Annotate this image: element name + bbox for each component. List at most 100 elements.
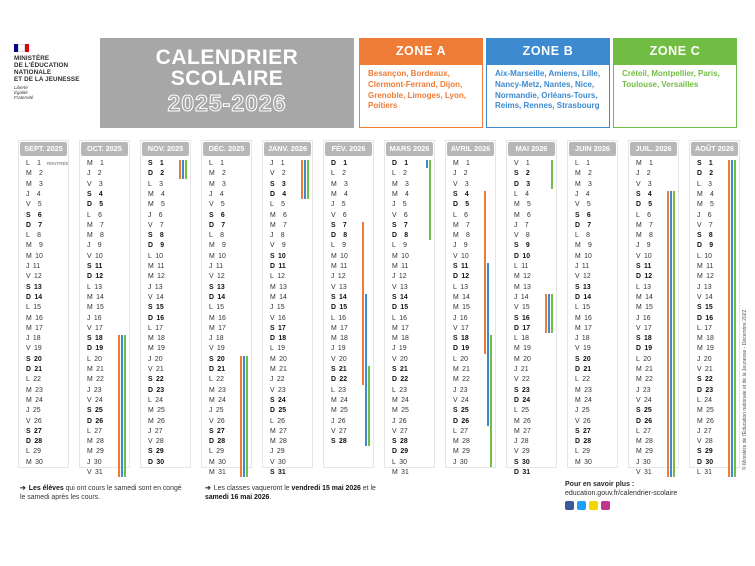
calendar-day: L 6	[453, 211, 468, 219]
calendar-day: D 21	[26, 366, 43, 373]
holiday-bar	[362, 221, 365, 385]
month-column: MAI 2026 V 1 S 2 D 3 L 4 M 5 M 6 J 7 V 8 S 9 D 10 L…	[506, 140, 557, 476]
calendar-day: M 30	[575, 458, 592, 466]
month-header: AVRIL 2026	[447, 142, 494, 156]
calendar-day: J 5	[331, 201, 346, 209]
calendar-day: M 8	[453, 232, 470, 240]
zone-c-cities: Créteil, Montpellier, Paris, Toulouse, V…	[613, 64, 737, 128]
calendar-day: V 26	[209, 417, 225, 425]
calendar-day: M 25	[148, 407, 165, 415]
calendar-day: S 18	[636, 335, 652, 343]
calendar-day: S 2	[514, 170, 530, 178]
calendar-day: D 25	[270, 407, 287, 415]
calendar-day: M 9	[575, 242, 592, 250]
holiday-bar	[670, 190, 673, 478]
calendar-day: L 31	[697, 469, 712, 476]
month-column: JUIN 2026 L 1 M 2 M 3 J 4 V 5 S 6 D 7 L 8 M 9 M 10…	[567, 140, 618, 468]
calendar-day: V 13	[392, 283, 408, 291]
calendar-day: D 18	[270, 335, 287, 343]
snapchat-icon[interactable]	[589, 501, 598, 510]
instagram-icon[interactable]	[601, 501, 610, 510]
calendar-day: D 22	[392, 376, 409, 384]
calendar-day: V 6	[392, 211, 408, 219]
calendar-day: S 8	[148, 232, 164, 240]
calendar-day: D 5	[636, 201, 653, 209]
calendar-day: L 13	[87, 283, 102, 291]
calendar-day: D 28	[209, 438, 226, 446]
calendar-day: J 12	[331, 273, 346, 281]
calendar-day: L 15	[209, 304, 224, 312]
calendar-day: D 28	[575, 438, 592, 446]
calendar-day: D 15	[331, 304, 348, 312]
calendar-day: S 11	[87, 263, 103, 270]
calendar-day: S 28	[392, 438, 408, 446]
calendar-day: V 3	[87, 180, 103, 188]
calendar-day: M 19	[148, 345, 165, 353]
calendar-day: V 19	[26, 345, 42, 353]
facebook-icon[interactable]	[565, 501, 574, 510]
calendar-day: D 1	[392, 160, 409, 167]
calendar-day: M 16	[26, 314, 43, 322]
calendar-day: D 7	[209, 221, 226, 229]
calendar-day: M 5	[148, 201, 165, 209]
calendar-day: J 11	[209, 263, 224, 270]
calendar-day: S 18	[87, 335, 103, 343]
calendar-day: S 13	[26, 283, 42, 291]
calendar-day: J 16	[87, 314, 102, 322]
calendar-day: V 9	[270, 242, 286, 250]
calendar-day: D 16	[697, 314, 714, 322]
calendar-day: S 7	[392, 221, 408, 229]
calendar-day: J 26	[331, 417, 346, 425]
calendar-day: M 28	[453, 438, 470, 446]
calendar-day: L 22	[209, 376, 224, 384]
calendar-day: J 30	[636, 458, 651, 466]
calendar-day: M 18	[697, 335, 714, 343]
calendar-day: S 17	[270, 324, 286, 332]
calendar-day: D 1	[331, 160, 348, 167]
calendar-day: V 20	[331, 355, 347, 363]
calendar-day: S 24	[270, 396, 286, 404]
month-header: DÉC. 2025	[203, 142, 250, 156]
calendar-day: V 10	[87, 252, 103, 260]
calendar-day: M 26	[148, 417, 165, 425]
calendar-day: V 1	[514, 160, 530, 167]
calendar-day: L 1 RENTRÉE	[26, 160, 69, 167]
calendar-day: M 12	[697, 273, 714, 281]
calendar-day: M 7	[87, 221, 104, 229]
ministry-motto: Liberté Égalité Fraternité	[14, 85, 34, 100]
calendar-day: S 4	[636, 190, 652, 198]
calendar-day: M 10	[26, 252, 43, 260]
calendar-day: M 11	[697, 263, 714, 270]
calendar-day: D 29	[392, 448, 409, 456]
zone-a-title: ZONE A	[359, 38, 483, 64]
calendar-day: S 8	[697, 232, 713, 240]
calendar-day: L 23	[392, 386, 407, 394]
calendar-day: M 18	[148, 335, 165, 343]
holiday-bar	[667, 190, 670, 478]
calendar-day: V 14	[697, 293, 713, 301]
month-column: AVRIL 2026 M 1 J 2 V 3 S 4 D 5 L 6 M 7 M 8 J 9 V 1…	[445, 140, 496, 468]
zone-c-panel: ZONE C Créteil, Montpellier, Paris, Toul…	[613, 38, 737, 128]
more-info-link[interactable]: education.gouv.fr/calendrier-scolaire	[565, 490, 678, 497]
holiday-bar	[731, 160, 734, 478]
calendar-day: J 18	[575, 335, 590, 343]
calendar-day: J 6	[148, 211, 163, 219]
calendar-day: L 23	[331, 386, 346, 394]
twitter-icon[interactable]	[577, 501, 586, 510]
calendar-day: L 29	[209, 448, 224, 456]
calendar-day: L 25	[514, 407, 529, 415]
calendar-day: J 25	[26, 407, 41, 415]
calendar-day: L 22	[575, 376, 590, 384]
calendar-day: S 14	[392, 293, 408, 301]
calendar-day: S 25	[636, 407, 652, 415]
calendar-day: S 31	[270, 469, 286, 476]
calendar-day: M 22	[87, 376, 104, 384]
calendar-day: V 12	[575, 273, 591, 281]
calendar-day: J 4	[209, 190, 224, 198]
calendar-day: D 15	[392, 304, 409, 312]
month-column: JANV. 2026 J 1 V 2 S 3 D 4 L 5 M 6 M 7 J 8 V 9 S 1…	[262, 140, 313, 476]
calendar-day: S 22	[697, 376, 713, 384]
calendar-day: J 22	[270, 376, 285, 384]
month-header: MARS 2026	[386, 142, 433, 156]
calendar-day: V 3	[453, 180, 469, 188]
